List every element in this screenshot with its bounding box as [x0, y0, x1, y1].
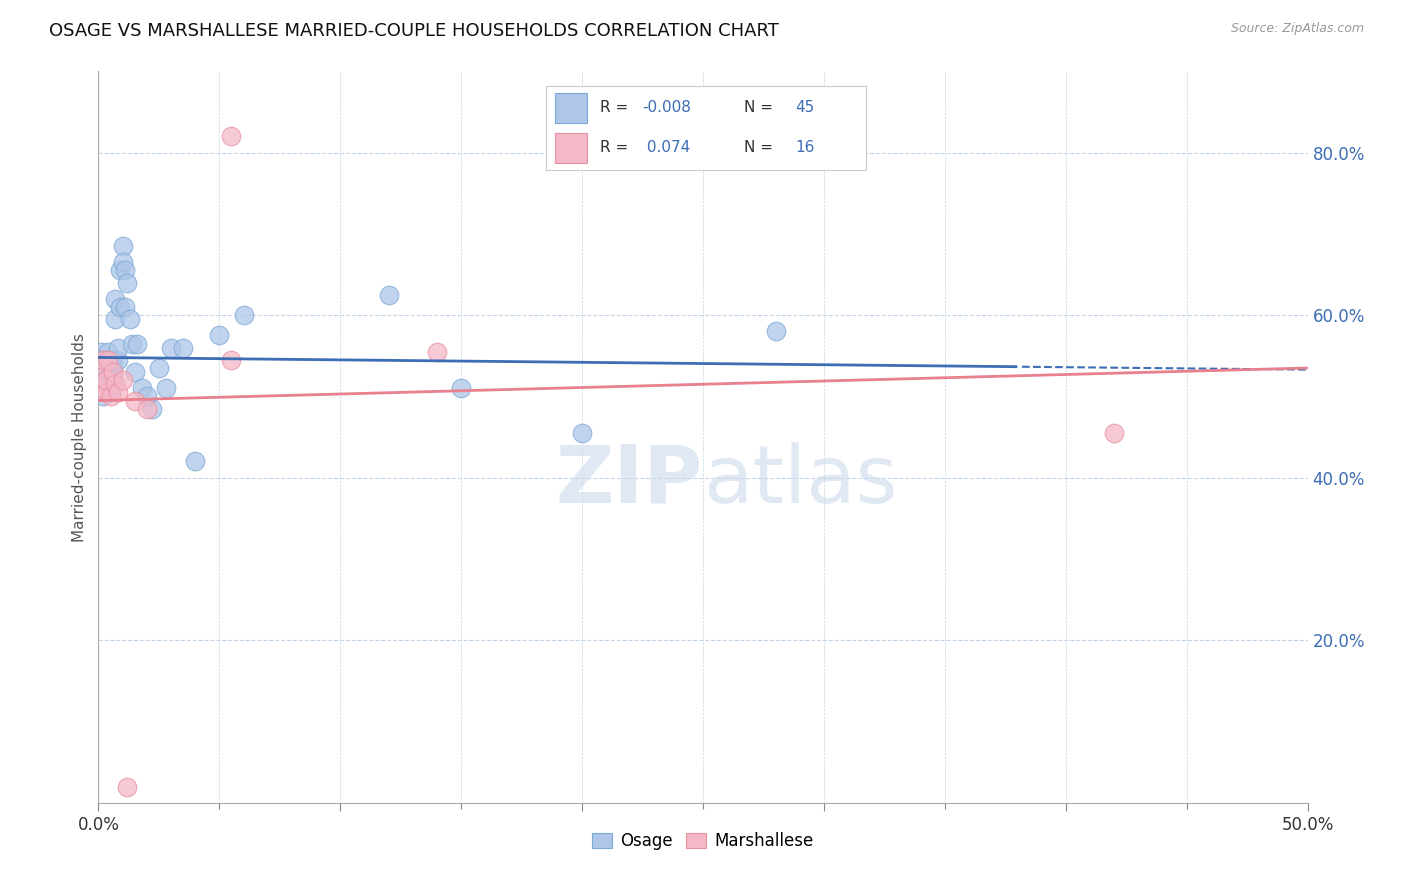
Point — [114, 263, 136, 277]
Point — [124, 365, 146, 379]
Point — [221, 352, 243, 367]
Point — [104, 312, 127, 326]
Point — [108, 263, 131, 277]
Point — [90, 361, 112, 376]
Point — [111, 239, 134, 253]
Point — [135, 401, 157, 416]
Point — [94, 385, 117, 400]
Point — [91, 352, 114, 367]
Point — [90, 344, 112, 359]
Point — [148, 361, 170, 376]
Point — [155, 381, 177, 395]
Point — [765, 325, 787, 339]
Point — [104, 292, 127, 306]
Point — [101, 361, 124, 376]
Point — [94, 373, 117, 387]
Point — [91, 389, 114, 403]
Point — [101, 352, 124, 367]
Point — [124, 393, 146, 408]
Point — [91, 361, 114, 376]
Point — [208, 328, 231, 343]
Point — [121, 336, 143, 351]
Point — [100, 385, 122, 400]
Point — [184, 454, 207, 468]
Point — [107, 341, 129, 355]
Point — [94, 365, 117, 379]
Point — [141, 401, 163, 416]
Point — [172, 341, 194, 355]
Point — [107, 352, 129, 367]
Point — [100, 389, 122, 403]
Point — [90, 352, 112, 367]
Point — [117, 780, 139, 794]
Point — [426, 344, 449, 359]
Text: atlas: atlas — [703, 442, 897, 520]
Point — [97, 385, 120, 400]
Point — [1102, 425, 1125, 440]
Point — [90, 381, 112, 395]
Point — [127, 336, 149, 351]
Point — [377, 288, 399, 302]
Point — [117, 276, 139, 290]
Point — [94, 373, 117, 387]
Point — [221, 129, 243, 144]
Point — [101, 365, 124, 379]
Text: ZIP: ZIP — [555, 442, 703, 520]
Point — [104, 377, 127, 392]
Text: OSAGE VS MARSHALLESE MARRIED-COUPLE HOUSEHOLDS CORRELATION CHART: OSAGE VS MARSHALLESE MARRIED-COUPLE HOUS… — [49, 22, 779, 40]
Point — [100, 365, 122, 379]
Point — [131, 381, 153, 395]
Point — [100, 352, 122, 367]
Point — [108, 300, 131, 314]
Point — [101, 373, 124, 387]
Point — [450, 381, 472, 395]
Point — [571, 425, 593, 440]
Point — [100, 377, 122, 392]
Point — [135, 389, 157, 403]
Point — [107, 385, 129, 400]
Legend: Osage, Marshallese: Osage, Marshallese — [585, 825, 821, 856]
Y-axis label: Married-couple Households: Married-couple Households — [72, 333, 87, 541]
Point — [232, 308, 254, 322]
Point — [111, 373, 134, 387]
Point — [111, 255, 134, 269]
Point — [97, 344, 120, 359]
Point — [114, 300, 136, 314]
Point — [97, 352, 120, 367]
Point — [118, 312, 141, 326]
Point — [94, 352, 117, 367]
Text: Source: ZipAtlas.com: Source: ZipAtlas.com — [1230, 22, 1364, 36]
Point — [160, 341, 183, 355]
